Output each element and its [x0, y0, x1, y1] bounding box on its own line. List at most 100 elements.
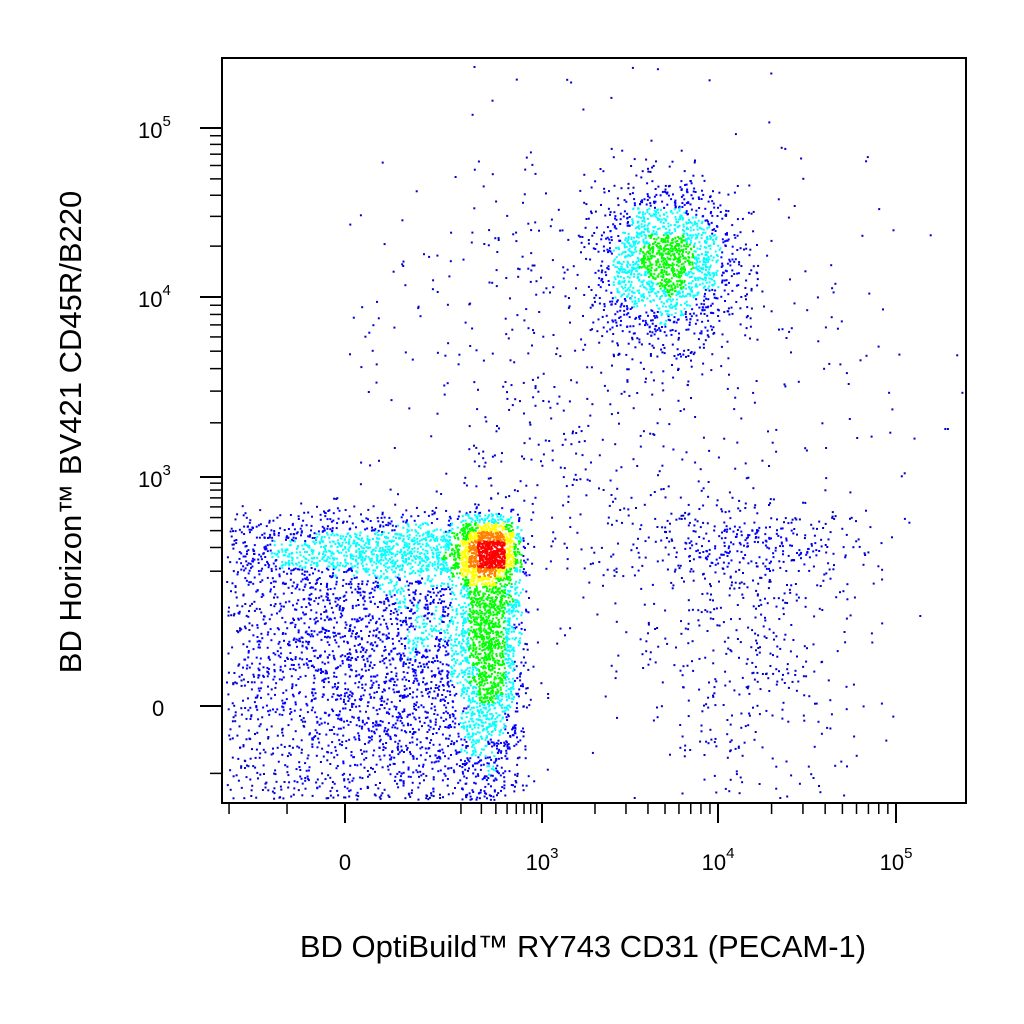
event-dot [764, 544, 767, 547]
event-dot [474, 775, 477, 778]
event-dot [467, 699, 470, 702]
event-dot [350, 635, 353, 638]
event-dot [278, 610, 281, 613]
event-dot [610, 303, 613, 306]
event-dot [403, 751, 405, 753]
event-dot [698, 688, 701, 691]
event-dot [612, 223, 615, 226]
event-dot [580, 251, 582, 254]
event-dot [636, 337, 639, 340]
event-dot [347, 723, 350, 726]
event-dot [409, 751, 411, 754]
event-dot [442, 796, 444, 799]
event-dot [235, 682, 238, 685]
event-dot [822, 579, 825, 582]
event-dot [892, 229, 895, 232]
event-dot [428, 747, 431, 750]
event-dot [730, 306, 733, 309]
event-dot [475, 739, 478, 742]
event-dot [453, 726, 456, 729]
event-dot [409, 617, 412, 620]
event-dot [640, 200, 642, 203]
event-dot [440, 595, 443, 597]
event-dot [249, 718, 252, 720]
event-dot [341, 662, 344, 665]
event-dot [516, 763, 519, 766]
event-dot [301, 572, 304, 575]
event-dot [323, 678, 326, 681]
event-dot [625, 631, 628, 634]
event-dot [701, 174, 704, 177]
event-dot [380, 695, 383, 698]
event-dot [700, 330, 703, 333]
event-dot [812, 777, 815, 779]
event-dot [664, 188, 667, 191]
event-dot [739, 247, 742, 250]
event-dot [370, 591, 373, 594]
event-dot [377, 520, 380, 523]
event-dot [450, 754, 452, 756]
event-dot [772, 556, 775, 559]
event-dot [498, 427, 500, 430]
event-dot [515, 665, 518, 668]
event-dot [237, 757, 240, 760]
event-dot [320, 630, 323, 633]
event-dot [403, 685, 406, 688]
event-dot [761, 746, 764, 749]
event-dot [319, 655, 322, 658]
event-dot [266, 544, 269, 547]
event-dot [522, 648, 525, 651]
event-dot [445, 588, 448, 591]
event-dot [584, 226, 587, 229]
event-dot [336, 667, 338, 670]
event-dot [405, 695, 408, 698]
event-dot [566, 268, 569, 271]
event-dot [237, 571, 239, 574]
event-dot [567, 306, 570, 309]
event-dot [831, 287, 834, 290]
event-dot [382, 743, 384, 746]
event-dot [775, 683, 778, 686]
event-dot [304, 613, 307, 616]
event-dot [360, 646, 363, 649]
event-dot [407, 588, 410, 591]
event-dot [381, 659, 384, 662]
event-dot [709, 617, 712, 620]
event-dot [676, 348, 679, 351]
event-dot [331, 650, 334, 653]
event-dot [730, 275, 733, 278]
event-dot [430, 794, 433, 797]
event-dot [249, 531, 251, 534]
event-dot [263, 547, 266, 550]
event-dot [403, 708, 406, 711]
event-dot [269, 588, 272, 591]
event-dot [383, 680, 386, 683]
event-dot [674, 329, 677, 332]
event-dot [448, 519, 451, 522]
event-dot [283, 781, 286, 783]
event-dot [753, 401, 756, 404]
event-dot [826, 726, 829, 729]
event-dot [465, 740, 468, 743]
event-dot [533, 331, 536, 334]
event-dot [787, 720, 790, 723]
event-dot [721, 217, 724, 220]
event-dot [660, 314, 663, 317]
event-dot [613, 569, 616, 572]
event-dot [670, 210, 673, 213]
event-dot [677, 353, 680, 356]
event-dot [823, 367, 826, 370]
event-dot [263, 773, 265, 775]
event-dot [614, 319, 617, 322]
event-dot [411, 668, 414, 671]
event-dot [407, 722, 409, 725]
event-dot [247, 583, 250, 586]
event-dot [778, 618, 781, 620]
event-dot [410, 529, 413, 532]
event-dot [231, 543, 234, 546]
event-dot [351, 656, 354, 659]
event-dot [792, 639, 795, 641]
event-dot [383, 516, 386, 519]
event-dot [772, 654, 774, 657]
event-dot [706, 558, 709, 561]
